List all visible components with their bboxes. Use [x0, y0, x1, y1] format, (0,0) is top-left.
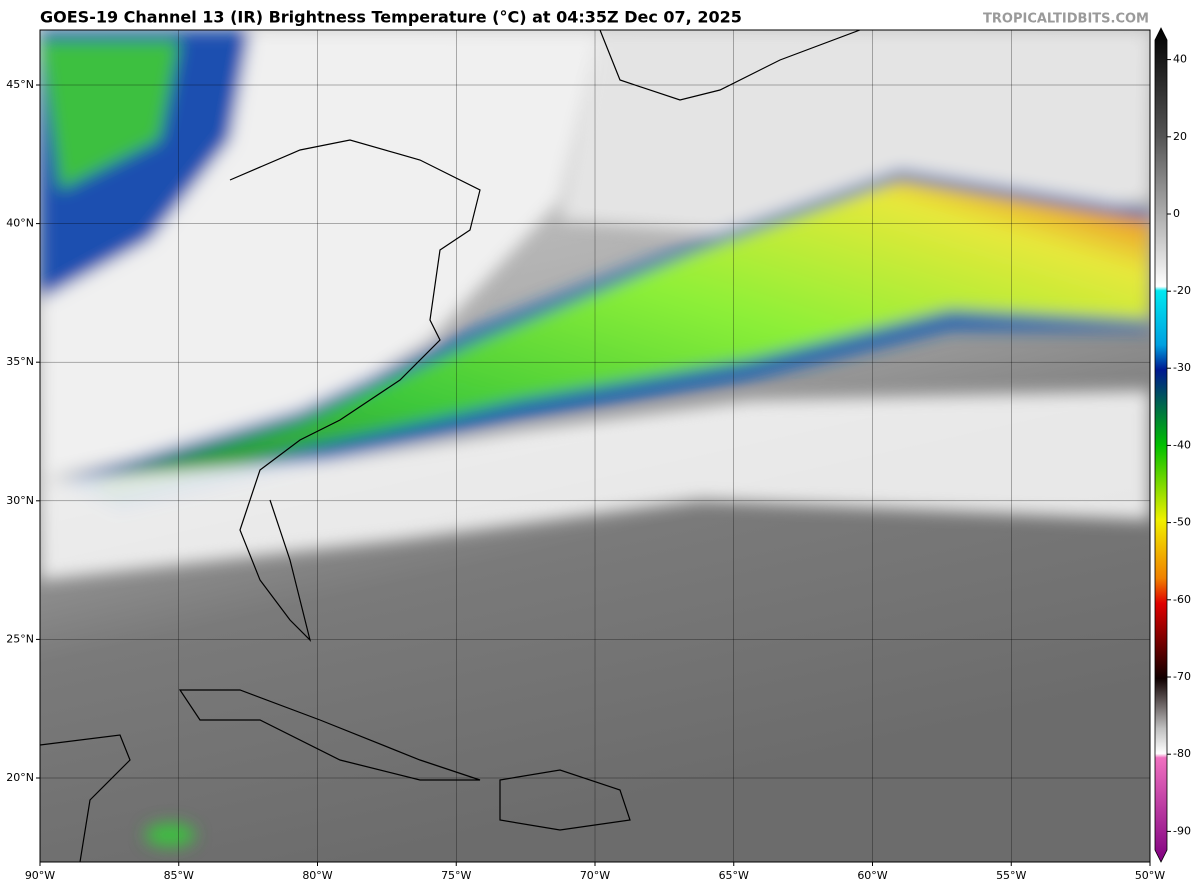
colorbar-label: 20	[1173, 130, 1187, 143]
colorbar-label: -40	[1173, 438, 1191, 451]
colorbar-label: -20	[1173, 284, 1191, 297]
latitude-label: 40°N	[6, 217, 34, 230]
colorbar-label: -80	[1173, 747, 1191, 760]
longitude-label: 70°W	[580, 869, 610, 882]
colorbar-label: -60	[1173, 593, 1191, 606]
latitude-label: 35°N	[6, 355, 34, 368]
watermark: TROPICALTIDBITS.COM	[983, 12, 1149, 27]
colorbar-label: -90	[1173, 824, 1191, 837]
longitude-label: 85°W	[164, 869, 194, 882]
colorbar-label: -50	[1173, 516, 1191, 529]
graticule: 45°N 40°N 35°N 30°N 25°N 20°N 90°W 85°W 80°W 75°W…	[6, 30, 1165, 882]
coastlines	[40, 30, 861, 862]
colorbar-label: 0	[1173, 207, 1180, 220]
latitude-label: 45°N	[6, 78, 34, 91]
colorbar-label: -30	[1173, 361, 1191, 374]
latitude-label: 25°N	[6, 632, 34, 645]
longitude-label: 80°W	[302, 869, 332, 882]
colorbar-label: 40	[1173, 53, 1187, 66]
longitude-label: 50°W	[1135, 869, 1165, 882]
longitude-label: 60°W	[857, 869, 887, 882]
longitude-label: 55°W	[996, 869, 1026, 882]
latitude-label: 30°N	[6, 494, 34, 507]
latitude-label: 20°N	[6, 771, 34, 784]
longitude-label: 90°W	[25, 869, 55, 882]
colorbar-ticks: 40 20 0 -20 -30 -40 -50 -60 -70 -80 -90	[1167, 53, 1191, 837]
colorbar	[1154, 27, 1168, 863]
longitude-label: 65°W	[719, 869, 749, 882]
colorbar-label: -70	[1173, 670, 1191, 683]
longitude-label: 75°W	[441, 869, 471, 882]
title: GOES-19 Channel 13 (IR) Brightness Tempe…	[40, 8, 742, 27]
